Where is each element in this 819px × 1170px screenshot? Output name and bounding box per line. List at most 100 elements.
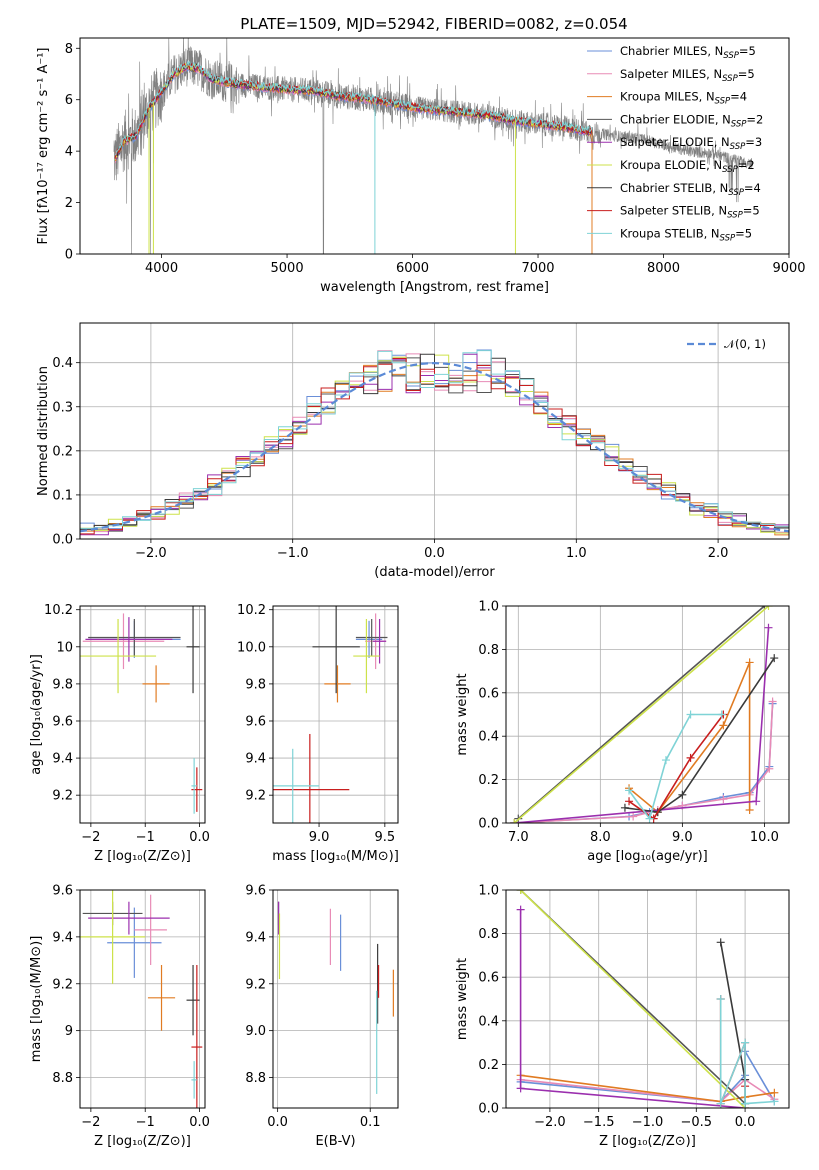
mass_vs_Z-panel: −2 −1 0.0 8.8 9 9.2 9.4 9.6 Z [log₁₀(Z/Z⊙)] mass …: [29, 884, 210, 1150]
legend-tail: =2: [738, 158, 755, 172]
massweight_vs_Z-marker-4-1: [516, 1084, 525, 1093]
figure-title: PLATE=1509, MJD=52942, FIBERID=0082, z=0…: [240, 15, 627, 33]
massweight_vs_Z-marker-8-4: [770, 1097, 779, 1106]
residual_hist-xtick-label: 1.0: [566, 546, 587, 561]
mass_vs_Z-xtick-label: 0.0: [189, 1115, 210, 1130]
legend-tail: =5: [743, 204, 760, 218]
mass_vs_ebv-ytick-label: 9.0: [245, 1024, 266, 1039]
residual_hist-ytick-label: 0.3: [52, 400, 73, 415]
age_vs_mass-plot-area: [273, 606, 388, 823]
mass_vs_ebv-panel: 0.0 0.1 8.8 9.0 9.2 9.4 9.6 E(B-V): [245, 884, 399, 1149]
massweight_vs_age-marker-1-7: [768, 697, 777, 706]
massweight_vs_age-marker-1-4: [719, 795, 728, 804]
mass_vs_ebv-frame: [272, 889, 399, 1109]
legend-text: Kroupa STELIB, N: [620, 226, 720, 240]
spectrum-xtick-label: 4000: [145, 261, 178, 276]
massweight_vs_Z-xlabel: Z [log₁₀(Z/Z⊙)]: [599, 1134, 696, 1149]
mass_vs_Z-plot-area: [80, 890, 203, 1108]
massweight_vs_Z-line-2: [520, 1074, 775, 1103]
spectrum-ylabel: Flux [fλ10⁻¹⁷ erg cm⁻² s⁻¹ A⁻¹]: [36, 48, 51, 245]
mass_vs_Z-ytick-label: 8.8: [52, 1071, 73, 1086]
legend-text: Salpeter MILES, N: [620, 67, 722, 81]
legend-entry-0: Chabrier MILES, NSSP=5: [620, 44, 756, 61]
spectrum-panel: 4000 5000 6000 7000 8000 9000 0 2 4 6 8 wavelength …: [36, 37, 806, 295]
massweight_vs_age-marker-1-1: [629, 812, 638, 821]
massweight_vs_Z-marker-2-3: [770, 1088, 779, 1097]
massweight_vs_age-marker-7-0: [625, 797, 634, 806]
age_vs_Z-frame: [79, 605, 206, 824]
mass_vs_Z-xtick-label: −1: [136, 1115, 155, 1130]
massweight_vs_Z-line-5: [520, 890, 746, 1108]
age_vs_mass-ytick-label: 9.2: [245, 789, 266, 804]
legend-entry-5: Kroupa ELODIE, NSSP=2: [620, 158, 755, 175]
mass_vs_Z-frame: [79, 889, 206, 1109]
age_vs_mass-ytick-label: 9.4: [245, 752, 266, 767]
legend-tail: =5: [739, 44, 756, 58]
spectrum-xtick-label: 8000: [647, 261, 680, 276]
massweight_vs_age-frame: [505, 605, 790, 824]
age_vs_Z-ytick-label: 10.2: [44, 603, 73, 618]
legend-sub: SSP: [715, 97, 731, 107]
massweight_vs_Z-marker-6-0: [716, 938, 725, 947]
legend-sub: SSP: [720, 233, 736, 243]
massweight_vs_Z-ylabel: mass weight: [455, 958, 470, 1040]
mass_vs_ebv-xtick-label: 0.1: [360, 1115, 381, 1130]
hist-series-8: [80, 350, 789, 529]
legend-sub: SSP: [730, 142, 746, 152]
legend-text: Chabrier STELIB, N: [620, 181, 728, 195]
residual_hist-xtick-label: −2.0: [135, 546, 167, 561]
massweight_vs_age-marker-6-2: [678, 790, 687, 799]
legend-sub: SSP: [728, 188, 744, 198]
spectrum-ytick-label: 2: [65, 196, 73, 211]
massweight_vs_age-marker-8-4: [717, 710, 726, 719]
massweight_vs_Z-xtick-label: −0.5: [681, 1115, 713, 1130]
massweight_vs_age-marker-6-3: [770, 654, 779, 663]
mass_vs_ebv-ytick-label: 9.4: [245, 930, 266, 945]
age_vs_Z-ytick-label: 9.2: [52, 789, 73, 804]
legend-tail: =4: [744, 181, 761, 195]
mass_vs_Z-xtick-label: −2: [81, 1115, 100, 1130]
massweight_vs_Z-frame: [505, 889, 790, 1109]
massweight_vs_age-marker-8-1: [645, 814, 654, 823]
legend-sub: SSP: [722, 165, 738, 175]
massweight_vs_age-line-3: [517, 606, 765, 820]
age_vs_Z-panel: −2 −1 0.0 9.2 9.4 9.6 9.8 10 10.2 Z [log₁₀(Z/Z⊙)]…: [29, 603, 210, 864]
legend-sub: SSP: [722, 74, 738, 84]
massweight_vs_age-line-7: [628, 714, 725, 820]
legend-text: Salpeter ELODIE, N: [620, 135, 730, 149]
massweight_vs_age-ytick-label: 0.4: [478, 730, 499, 745]
legend-tail: =4: [730, 90, 747, 104]
age_vs_Z-ylabel: age [log₁₀(age/yr)]: [29, 654, 44, 775]
age_vs_Z-ytick-label: 10: [56, 640, 73, 655]
spectrum-plot-area: [113, 38, 753, 254]
mass_vs_ebv-plot-area: [277, 901, 394, 1094]
massweight_vs_age-marker-5-1: [764, 606, 773, 610]
age_vs_mass-ytick-label: 10.0: [237, 640, 266, 655]
age_vs_Z-xtick-label: 0.0: [189, 830, 210, 845]
massweight_vs_Z-panel: −2.0 −1.5 −1.0 −0.5 0.0 0.0 0.2 0.4 0.6 0.8 1.0 Z […: [455, 884, 790, 1149]
massweight_vs_age-line-5: [513, 606, 770, 823]
age_vs_mass-xtick-label: 9.5: [374, 830, 395, 845]
mass_vs_ebv-ytick-label: 9.6: [245, 884, 266, 899]
massweight_vs_Z-ytick-label: 0.4: [478, 1014, 499, 1029]
spectrum-model-line-8: [114, 60, 593, 156]
massweight_vs_age-marker-4-1: [752, 797, 761, 806]
massweight_vs_age-panel: 7.0 8.0 9.0 10.0 0.0 0.2 0.4 0.6 0.8 1.0 age [log₁…: [455, 600, 790, 864]
legend-text: Kroupa ELODIE, N: [620, 158, 722, 172]
massweight_vs_age-plot-area: [510, 606, 779, 823]
spectrum-xtick-label: 6000: [396, 261, 429, 276]
mass_vs_ebv-ytick-label: 8.8: [245, 1071, 266, 1086]
residual_hist-xlabel: (data-model)/error: [374, 565, 495, 580]
mass_vs_ebv-xlabel: E(B-V): [315, 1134, 355, 1149]
age_vs_Z-ytick-label: 9.8: [52, 677, 73, 692]
age_vs_Z-plot-area: [80, 606, 203, 814]
massweight_vs_Z-ytick-label: 0.2: [478, 1058, 499, 1073]
legend-sub: SSP: [731, 119, 747, 129]
mass_vs_ebv-xtick-label: 0.0: [267, 1115, 288, 1130]
massweight_vs_age-xtick-label: 7.0: [508, 830, 529, 845]
mass_vs_Z-ytick-label: 9.6: [52, 884, 73, 899]
legend-text: Kroupa MILES, N: [620, 90, 715, 104]
spectrum-xlabel: wavelength [Angstrom, rest frame]: [320, 280, 549, 295]
mass_vs_Z-ytick-label: 9: [65, 1024, 73, 1039]
